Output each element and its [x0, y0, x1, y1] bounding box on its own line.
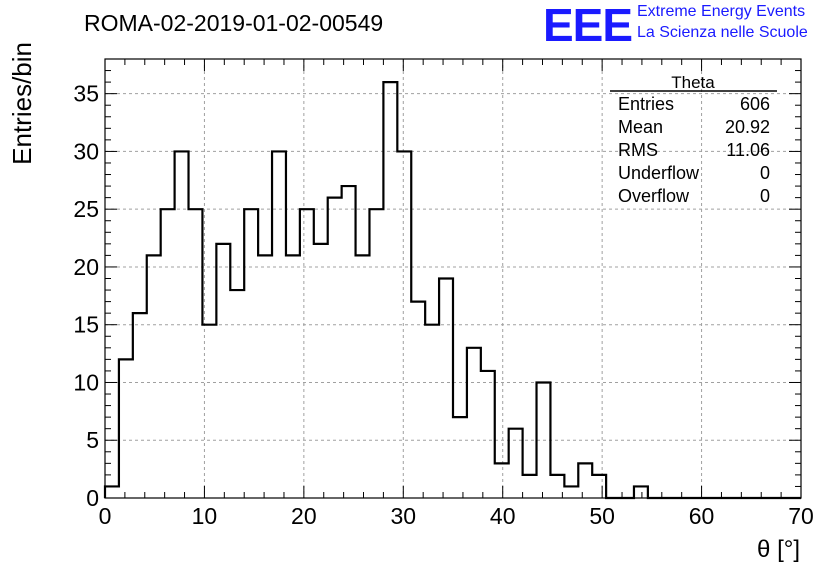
- x-axis-label: θ [°]: [757, 536, 800, 563]
- histogram-bin: [439, 279, 453, 499]
- stats-value: 0: [760, 163, 770, 183]
- stats-value: 11.06: [726, 140, 770, 160]
- histogram-bin: [495, 463, 509, 498]
- histogram-bin: [216, 244, 230, 498]
- histogram-bin: [230, 290, 244, 498]
- chart-title: ROMA-02-2019-01-02-00549: [84, 10, 384, 36]
- histogram-outline: [103, 81, 801, 500]
- x-tick-labels: 0 10 20 30 40 50 60 70: [99, 503, 814, 529]
- stats-rows: Entries 606 Mean 20.92 RMS 11.06 Underflow 0 Ove…: [618, 94, 770, 206]
- x-tick-label: 20: [291, 503, 317, 529]
- histogram-bars: [103, 81, 801, 500]
- histogram-bin: [453, 417, 467, 498]
- histogram-bin: [300, 209, 314, 498]
- histogram-bin: [175, 151, 189, 498]
- histogram-bin: [119, 359, 133, 498]
- histogram-bin: [467, 348, 481, 498]
- stats-title: Theta: [671, 73, 715, 92]
- y-tick-label: 25: [73, 196, 99, 222]
- histogram-bin: [411, 302, 425, 498]
- eee-logo: EEE: [543, 0, 633, 51]
- x-tick-label: 50: [589, 503, 615, 529]
- y-tick-labels: 0 5 10 15 20 25 30 35: [73, 81, 99, 511]
- y-tick-label: 10: [73, 369, 99, 395]
- y-tick-label: 15: [73, 312, 99, 338]
- histogram-bin: [509, 429, 523, 498]
- histogram-bin: [481, 371, 495, 498]
- stats-label: Overflow: [618, 186, 690, 206]
- histogram-bin: [133, 313, 147, 498]
- histogram-bin: [564, 486, 578, 498]
- histogram-bin: [356, 255, 370, 498]
- x-tick-label: 0: [99, 503, 112, 529]
- histogram-bin: [314, 244, 328, 498]
- stats-label: Entries: [618, 94, 674, 114]
- histogram-bin: [425, 325, 439, 498]
- x-tick-label: 60: [689, 503, 715, 529]
- y-tick-label: 20: [73, 254, 99, 280]
- stats-label: Mean: [618, 117, 663, 137]
- logo-line-1: Extreme Energy Events: [637, 3, 806, 20]
- y-tick-label: 35: [73, 81, 99, 107]
- histogram-bin: [202, 325, 216, 498]
- stats-value: 0: [760, 186, 770, 206]
- histogram-bin: [634, 486, 648, 498]
- stats-value: 606: [740, 94, 770, 114]
- y-axis-label: Entries/bin: [7, 42, 37, 165]
- axis-ticks: [104, 58, 802, 499]
- y-tick-label: 0: [86, 485, 99, 511]
- x-tick-label: 30: [390, 503, 416, 529]
- histogram-bin: [328, 198, 342, 498]
- histogram-bin: [592, 475, 606, 498]
- histogram-bin: [523, 475, 537, 498]
- x-tick-label: 40: [490, 503, 516, 529]
- histogram-bin: [258, 255, 272, 498]
- histogram-bin: [161, 209, 175, 498]
- histogram-bin: [244, 209, 258, 498]
- histogram-bin: [286, 255, 300, 498]
- histogram-bin: [189, 209, 203, 498]
- histogram-bin: [147, 255, 161, 498]
- x-tick-label: 70: [788, 503, 814, 529]
- x-tick-label: 10: [192, 503, 218, 529]
- stats-label: Underflow: [618, 163, 700, 183]
- logo-line-2: La Scienza nelle Scuole: [637, 24, 808, 41]
- histogram-bin: [383, 82, 397, 498]
- stats-label: RMS: [618, 140, 658, 160]
- stats-value: 20.92: [725, 117, 770, 137]
- y-tick-label: 5: [86, 427, 99, 453]
- y-tick-label: 30: [73, 138, 99, 164]
- histogram-bin: [342, 186, 356, 498]
- histogram-bin: [369, 209, 383, 498]
- histogram-bin: [578, 463, 592, 498]
- histogram-bin: [105, 486, 119, 498]
- stats-box: Theta Entries 606 Mean 20.92 RMS 11.06 Underfl…: [610, 73, 777, 206]
